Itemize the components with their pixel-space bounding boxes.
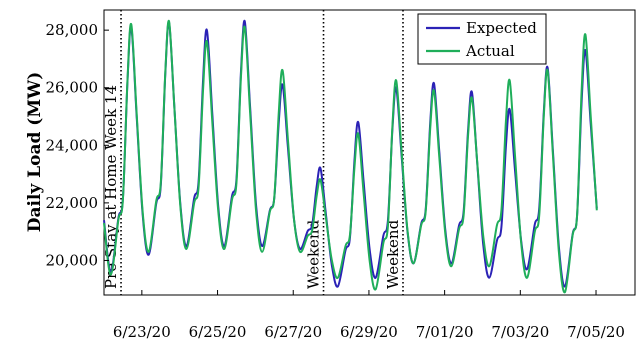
x-axis-ticks: 6/23/20 6/25/20 6/27/20 6/29/20 7/01/20 7/03/… bbox=[113, 290, 625, 341]
x-tick-label: 6/27/20 bbox=[264, 323, 322, 341]
x-tick-label: 6/23/20 bbox=[113, 323, 171, 341]
y-axis-title: Daily Load (MW) bbox=[25, 72, 45, 233]
event-marker-label: Weekend bbox=[305, 219, 323, 289]
plot-frame bbox=[103, 9, 636, 296]
y-tick-label: 20,000 bbox=[46, 251, 99, 269]
y-tick-label: 28,000 bbox=[46, 21, 99, 39]
series-line-actual bbox=[103, 19, 598, 294]
y-axis-ticks: 20,000 22,000 24,000 26,000 28,000 bbox=[46, 21, 109, 269]
series-lines bbox=[103, 19, 598, 294]
x-tick-label: 7/05/20 bbox=[567, 323, 625, 341]
x-tick-label: 6/25/20 bbox=[189, 323, 247, 341]
legend: Expected Actual bbox=[417, 13, 547, 65]
x-tick-label: 6/29/20 bbox=[340, 323, 398, 341]
legend-label-actual: Actual bbox=[465, 42, 515, 60]
y-tick-label: 22,000 bbox=[46, 194, 99, 212]
x-tick-label: 7/03/20 bbox=[491, 323, 549, 341]
y-tick-label: 26,000 bbox=[46, 79, 99, 97]
event-marker-label: Weekend bbox=[384, 219, 402, 289]
legend-box bbox=[417, 13, 547, 65]
y-tick-label: 24,000 bbox=[46, 136, 99, 154]
event-marker-label: Pre Stay at Home Week 14 bbox=[102, 85, 120, 289]
x-tick-label: 7/01/20 bbox=[416, 323, 474, 341]
legend-label-expected: Expected bbox=[466, 19, 537, 37]
